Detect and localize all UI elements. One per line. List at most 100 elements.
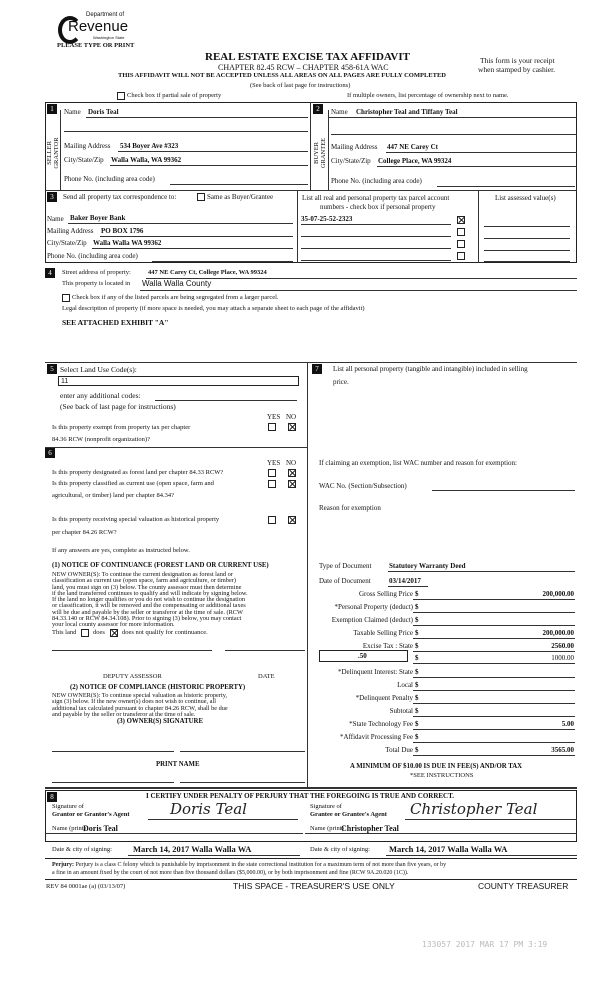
additional-codes-label: enter any additional codes: (60, 391, 141, 400)
tax-row-line (413, 663, 575, 664)
parcel-1-personal-checkbox[interactable] (457, 216, 465, 224)
date-label: DATE (258, 673, 275, 680)
buyer-city[interactable]: College Place, WA 99324 (378, 157, 452, 165)
historic-no-checkbox[interactable] (288, 516, 296, 524)
seller-name[interactable]: Doris Teal (88, 108, 119, 116)
wac-field[interactable] (432, 490, 575, 491)
tax-row-value[interactable]: 3565.00 (551, 746, 574, 754)
land-use-label: Select Land Use Code(s): (60, 365, 137, 374)
forest-yes-checkbox[interactable] (268, 469, 276, 477)
exempt-no-checkbox[interactable] (288, 423, 296, 431)
buyer-mailing[interactable]: 447 NE Carey Ct (387, 143, 439, 151)
deputy-assessor-label: DEPUTY ASSESSOR (103, 673, 162, 680)
property-county[interactable]: Walla Walla County (142, 279, 212, 288)
legal-description[interactable]: SEE ATTACHED EXHIBIT "A" (62, 318, 169, 327)
deputy-assessor-line[interactable] (52, 650, 212, 651)
does-qualify-checkbox[interactable] (81, 629, 89, 637)
tax-row-value[interactable]: 1000.00 (551, 654, 574, 662)
grantor-name-print[interactable]: Doris Teal (83, 824, 118, 833)
doc-type-label: Type of Document (319, 562, 372, 570)
owner-signature-line-2[interactable] (180, 751, 305, 752)
parcel-2-personal-checkbox[interactable] (457, 228, 465, 236)
assessed-value-1[interactable] (484, 226, 570, 227)
seller-phone-field[interactable] (170, 184, 308, 185)
assessed-values-header: List assessed value(s) (495, 194, 556, 202)
no-header-6: NO (286, 459, 297, 467)
perjury-title: Perjury: (52, 862, 74, 868)
grantor-signature[interactable]: Doris Teal (170, 800, 247, 818)
current-use-yes-checkbox[interactable] (268, 480, 276, 488)
grantee-date-city[interactable]: March 14, 2017 Walla Walla WA (389, 844, 508, 854)
historic-question-1: Is this property receiving special valua… (52, 516, 220, 523)
exempt-yes-checkbox[interactable] (268, 423, 276, 431)
grantor-date-city[interactable]: March 14, 2017 Walla Walla WA (133, 844, 252, 854)
seller-city[interactable]: Walla Walla, WA 99362 (111, 156, 182, 164)
grantee-date-label: Date & city of signing: (310, 846, 370, 853)
legal-label: Legal description of property (if more s… (62, 305, 365, 312)
certification-box (45, 790, 577, 842)
corr-name[interactable]: Baker Boyer Bank (70, 214, 126, 222)
doc-type[interactable]: Statutory Warranty Deed (389, 562, 466, 570)
parcel-header-2: numbers - check box if personal property (320, 203, 436, 211)
buyer-side-label: BUYER GRANTEE (313, 137, 327, 169)
additional-codes-field[interactable] (155, 400, 297, 401)
section-5-marker: 5 (47, 364, 57, 374)
tax-row-label: Excise Tax : State (362, 642, 413, 650)
tax-row-value[interactable]: 5.00 (561, 720, 574, 728)
dollar-sign: $ (415, 654, 419, 662)
assessed-value-4[interactable] (484, 261, 570, 262)
assessed-value-2[interactable] (484, 238, 570, 239)
tax-row-label: Exemption Claimed (deduct) (331, 616, 413, 624)
perjury-box (45, 858, 577, 880)
local-rate-field[interactable]: .50 (319, 650, 408, 662)
tax-row-value[interactable]: 2560.00 (551, 642, 574, 650)
parcel-4-personal-checkbox[interactable] (457, 252, 465, 260)
assessor-date-line[interactable] (225, 650, 305, 651)
grantee-name-print[interactable]: Christopher Teal (341, 824, 399, 833)
doc-date[interactable]: 03/14/2017 (389, 577, 421, 585)
buyer-phone-field[interactable] (437, 186, 575, 187)
parcel-number[interactable]: 35-07-25-52-2323 (301, 215, 353, 223)
parcel-3-personal-checkbox[interactable] (457, 240, 465, 248)
tax-row-line (413, 638, 575, 639)
property-street[interactable]: 447 NE Carey Ct, College Place, WA 99324 (148, 269, 267, 276)
yes-header: YES (267, 413, 281, 421)
tax-row-value[interactable]: 200,000.00 (542, 629, 575, 637)
section-3-marker: 3 (47, 192, 57, 202)
corr-phone-field[interactable] (152, 261, 293, 262)
forest-no-checkbox[interactable] (288, 469, 296, 477)
county-treasurer: COUNTY TREASURER (478, 881, 569, 891)
tax-row-label: *Personal Property (deduct) (334, 603, 413, 611)
seller-mailing[interactable]: 534 Boyer Ave #323 (120, 142, 179, 150)
notice-2-line: NEW OWNER(S): To continue special valuat… (52, 692, 228, 699)
grantee-sig-label-2: Grantee or Grantee's Agent (310, 811, 387, 818)
print-name-line-2[interactable] (180, 782, 305, 783)
tax-row-value[interactable]: 200,000.00 (542, 590, 575, 598)
segregated-checkbox[interactable] (62, 294, 70, 302)
print-name-line-1[interactable] (52, 782, 174, 783)
tax-row-line (413, 729, 575, 730)
historic-yes-checkbox[interactable] (268, 516, 276, 524)
page-title: REAL ESTATE EXCISE TAX AFFIDAVIT (205, 51, 410, 63)
tax-row-line (413, 716, 575, 717)
owner-signature-line-1[interactable] (52, 751, 174, 752)
tax-row-label: Local (397, 681, 413, 689)
buyer-name[interactable]: Christopher Teal and Tiffany Teal (356, 108, 458, 116)
does-not-qualify-checkbox[interactable] (110, 629, 118, 637)
dollar-sign: $ (415, 720, 419, 728)
yes-header-6: YES (267, 459, 281, 467)
street-label: Street address of property: (62, 269, 131, 276)
current-use-no-checkbox[interactable] (288, 480, 296, 488)
grantee-signature[interactable]: Christopher Teal (410, 800, 538, 818)
assessed-value-3[interactable] (484, 250, 570, 251)
tax-row-label: *Delinquent Penalty (355, 694, 413, 702)
does-not-label: does not qualify for continuance. (122, 629, 208, 636)
partial-sale-checkbox[interactable] (117, 92, 125, 100)
current-use-question-1: Is this property classified as current u… (52, 480, 214, 487)
corr-mailing[interactable]: PO BOX 1796 (101, 227, 144, 235)
notice-1-line: will be due and payable by the seller or… (52, 608, 243, 616)
same-as-buyer-checkbox[interactable] (197, 193, 205, 201)
land-use-code-field[interactable]: 11 (58, 376, 299, 386)
corr-city[interactable]: Walla Walla WA 99362 (93, 239, 162, 247)
send-correspondence-label: Send all property tax correspondence to: (63, 193, 177, 201)
